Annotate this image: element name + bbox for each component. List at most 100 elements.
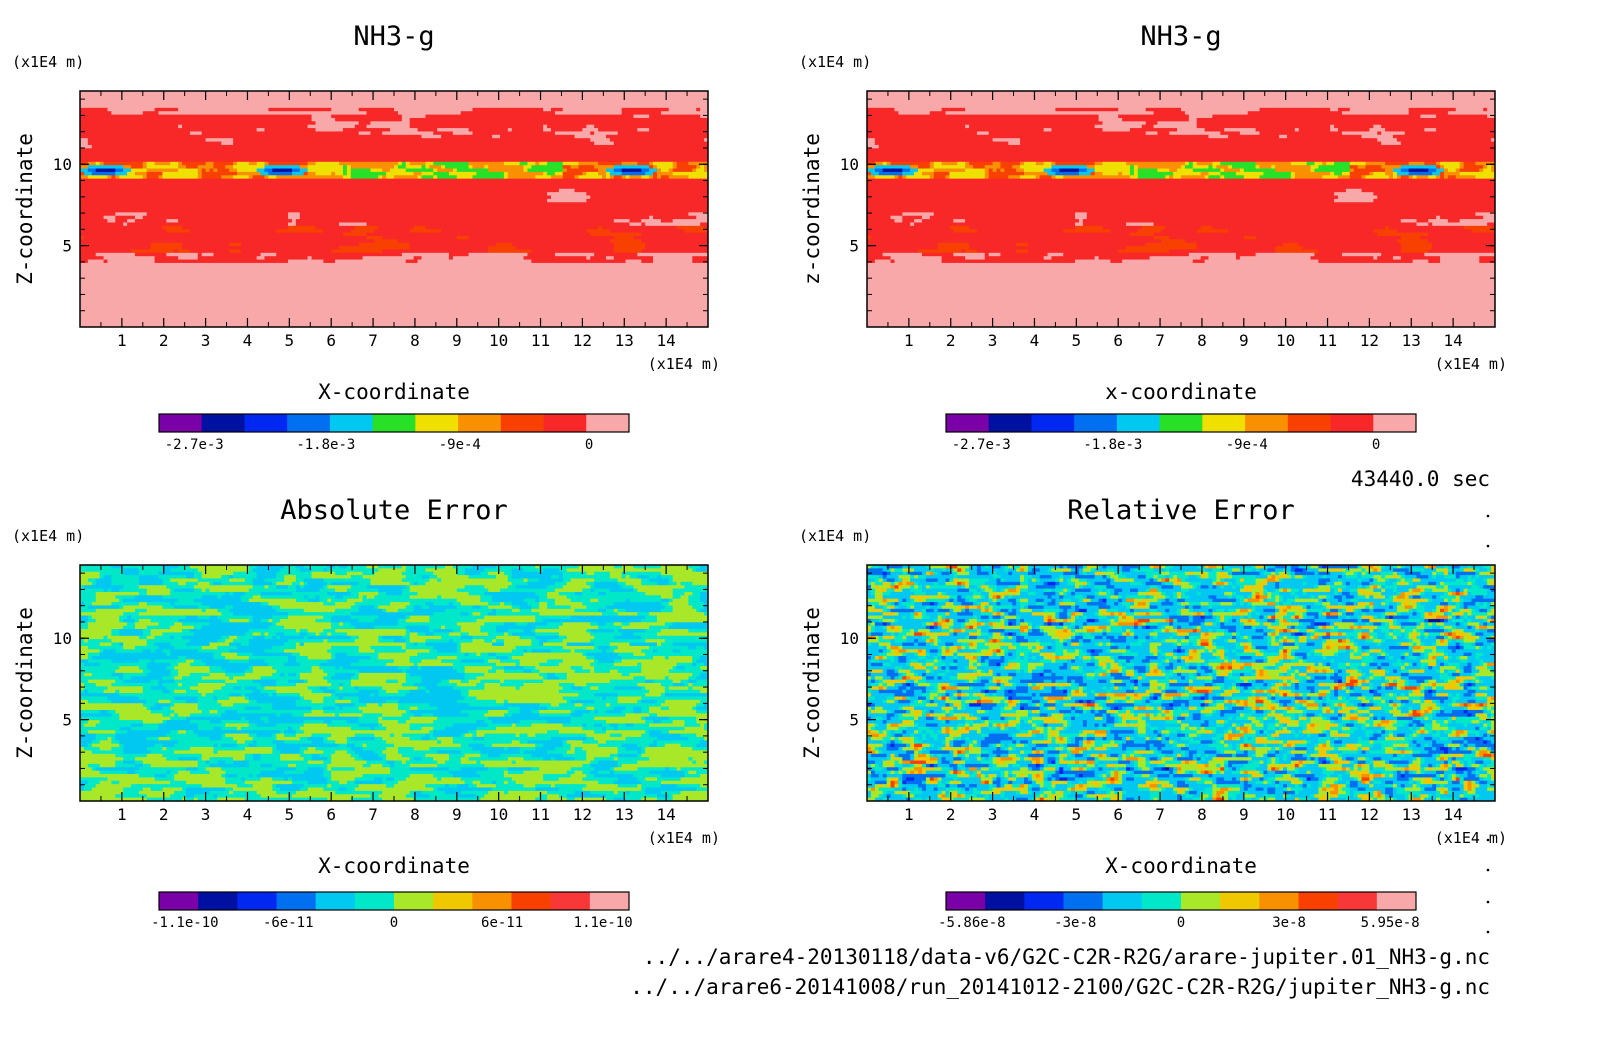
heatmap-cell [248, 185, 254, 190]
heatmap-cell [570, 151, 575, 156]
heatmap-cell [233, 107, 238, 112]
heatmap-cell [213, 151, 218, 156]
heatmap-cell [209, 185, 214, 190]
heatmap-cell [346, 151, 352, 156]
heatmap-cell [166, 185, 171, 190]
heatmap-cell [350, 128, 356, 132]
heatmap-cell [476, 188, 481, 193]
heatmap-cell [645, 182, 650, 186]
heatmap-cell [311, 117, 316, 122]
heatmap-cell [633, 171, 638, 176]
heatmap-cell [660, 104, 666, 109]
heatmap-cell [645, 134, 650, 139]
heatmap-cell [213, 97, 218, 102]
heatmap-cell [158, 182, 163, 186]
heatmap-cell [617, 97, 623, 102]
heatmap-cell [252, 165, 258, 169]
heatmap-cell [217, 192, 222, 196]
heatmap-cell [150, 114, 155, 119]
heatmap-cell [625, 114, 630, 119]
heatmap-cell [264, 94, 269, 99]
heatmap-cell [476, 138, 481, 142]
heatmap-cell [672, 165, 677, 169]
heatmap-cell [515, 121, 520, 126]
heatmap-cell [335, 165, 340, 169]
heatmap-cell [166, 124, 171, 129]
heatmap-cell [558, 114, 564, 119]
heatmap-cell [150, 148, 155, 153]
heatmap-cell [362, 111, 367, 115]
heatmap-cell [547, 131, 552, 136]
heatmap-cell [327, 175, 332, 180]
heatmap-cell [382, 101, 387, 105]
heatmap-cell [209, 155, 214, 159]
heatmap-cell [511, 124, 517, 129]
heatmap-cell [154, 144, 159, 149]
heatmap-cell [158, 178, 163, 183]
heatmap-cell [519, 91, 524, 95]
heatmap-cell [421, 182, 426, 186]
heatmap-cell [551, 138, 556, 142]
heatmap-cell [456, 131, 462, 136]
heatmap-cell [413, 158, 418, 163]
heatmap-cell [656, 178, 662, 183]
heatmap-cell [480, 131, 485, 136]
heatmap-cell [602, 114, 607, 119]
heatmap-cell [272, 128, 277, 132]
heatmap-cell [386, 101, 391, 105]
heatmap-cell [378, 101, 383, 105]
heatmap-cell [362, 158, 367, 163]
heatmap-cell [335, 94, 340, 99]
heatmap-cell [656, 94, 662, 99]
heatmap-cell [138, 144, 144, 149]
heatmap-cell [331, 91, 336, 95]
heatmap-cell [566, 94, 572, 99]
heatmap-cell [633, 101, 638, 105]
heatmap-cell [311, 151, 316, 156]
heatmap-cell [605, 185, 611, 190]
heatmap-cell [244, 114, 250, 119]
heatmap-cell [319, 188, 324, 193]
heatmap-cell [166, 158, 171, 163]
heatmap-cell [237, 188, 242, 193]
heatmap-cell [174, 165, 179, 169]
heatmap-cell [291, 165, 297, 169]
heatmap-cell [350, 158, 356, 163]
heatmap-cell [166, 155, 171, 159]
heatmap-cell [327, 182, 332, 186]
heatmap-cell [189, 91, 195, 95]
heatmap-cell [437, 155, 442, 159]
heatmap-cell [221, 148, 226, 153]
heatmap-cell [323, 144, 328, 149]
heatmap-cell [240, 124, 246, 129]
heatmap-cell [339, 171, 344, 176]
heatmap-cell [531, 114, 536, 119]
heatmap-cell [425, 131, 430, 136]
heatmap-cell [397, 131, 403, 136]
heatmap-cell [562, 141, 568, 146]
heatmap-cell [366, 121, 371, 126]
heatmap-cell [240, 107, 246, 112]
heatmap-cell [366, 155, 371, 159]
heatmap-cell [476, 175, 481, 180]
heatmap-cell [127, 138, 132, 142]
heatmap-cell [291, 111, 297, 115]
heatmap-cell [660, 131, 666, 136]
heatmap-cell [91, 141, 97, 146]
heatmap-cell [197, 165, 203, 169]
heatmap-cell [452, 124, 458, 129]
heatmap-cell [566, 161, 572, 166]
heatmap-cell [649, 138, 654, 142]
heatmap-cell [378, 104, 383, 109]
heatmap-cell [421, 155, 426, 159]
heatmap-cell [174, 104, 179, 109]
heatmap-cell [539, 182, 544, 186]
heatmap-cell [543, 141, 548, 146]
heatmap-cell [99, 165, 104, 169]
heatmap-cell [425, 148, 430, 153]
heatmap-cell [185, 134, 191, 139]
heatmap-cell [417, 144, 422, 149]
heatmap-cell [335, 155, 340, 159]
heatmap-cell [288, 185, 293, 190]
heatmap-cell [331, 134, 336, 139]
